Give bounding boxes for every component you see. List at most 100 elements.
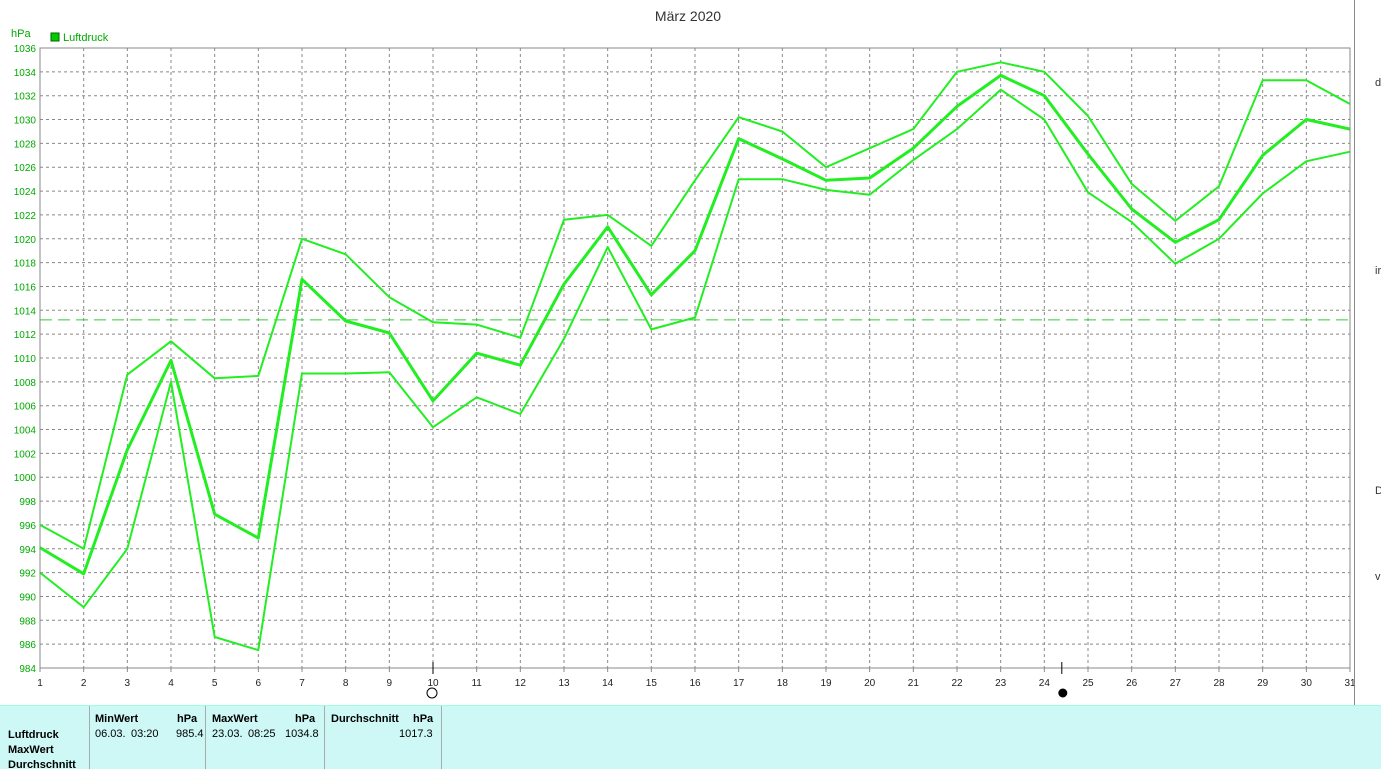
edge-letter: ir: [1375, 265, 1381, 277]
x-tick-label: 12: [515, 678, 527, 689]
max-time: 08:25: [248, 728, 276, 740]
x-tick-label: 22: [951, 678, 963, 689]
edge-letter: vi: [1375, 571, 1381, 583]
x-tick-label: 8: [343, 678, 349, 689]
y-tick-label: 1012: [14, 330, 37, 341]
x-tick-label: 31: [1344, 678, 1356, 689]
new-moon-icon: [1058, 688, 1068, 698]
y-tick-label: 1016: [14, 282, 37, 293]
x-tick-label: 13: [558, 678, 570, 689]
legend-swatch: [50, 32, 60, 42]
y-axis-unit: hPa: [11, 28, 31, 40]
x-tick-label: 27: [1170, 678, 1182, 689]
grid: [39, 47, 1351, 669]
max-value: 1034.8: [285, 728, 319, 740]
legend-label: Luftdruck: [63, 32, 109, 44]
x-tick-label: 21: [908, 678, 920, 689]
y-tick-label: 1024: [14, 187, 37, 198]
chart-title: März 2020: [655, 8, 721, 24]
x-tick-label: 28: [1213, 678, 1225, 689]
y-tick-label: 1010: [14, 354, 37, 365]
x-tick-label: 19: [820, 678, 832, 689]
max-header: MaxWert: [212, 713, 258, 725]
edge-letter: d: [1375, 77, 1381, 89]
min-column: MinWert hPa 06.03. 03:20 985.4: [89, 706, 206, 769]
y-tick-label: 1020: [14, 235, 37, 246]
y-tick-label: 1028: [14, 139, 37, 150]
y-tick-label: 1014: [14, 306, 37, 317]
y-tick-label: 994: [19, 545, 36, 556]
y-tick-label: 1022: [14, 211, 37, 222]
y-tick-label: 1018: [14, 259, 37, 270]
x-tick-labels: 1 2 3 4 5 6 7 8 9 10 11 12 13 14 15 16 17 18 19 20 21 22 23 24 2…: [37, 668, 1356, 689]
y-tick-label: 990: [19, 592, 36, 603]
series-line-mean: [39, 73, 1351, 576]
min-time: 03:20: [131, 728, 159, 740]
x-tick-label: 1: [37, 678, 43, 689]
min-unit: hPa: [177, 713, 198, 725]
x-tick-label: 3: [125, 678, 131, 689]
x-tick-label: 20: [864, 678, 876, 689]
x-tick-label: 5: [212, 678, 218, 689]
x-tick-label: 26: [1126, 678, 1138, 689]
row-label: MaxWert: [8, 744, 54, 756]
y-tick-label: 992: [19, 569, 36, 580]
x-tick-label: 9: [387, 678, 393, 689]
stats-row-labels: Luftdruck MaxWert Durchschnitt: [8, 728, 76, 773]
max-unit: hPa: [295, 713, 316, 725]
full-moon-icon: [426, 687, 438, 699]
y-tick-label: 1030: [14, 116, 37, 127]
x-tick-label: 17: [733, 678, 745, 689]
x-tick-label: 30: [1301, 678, 1313, 689]
x-tick-label: 14: [602, 678, 614, 689]
moon-phase-markers: [426, 662, 1068, 699]
edge-letter: D: [1375, 485, 1381, 497]
plot-frame: [39, 47, 1351, 669]
y-tick-label: 988: [19, 616, 36, 627]
series-line-min: [39, 88, 1351, 652]
pressure-chart: März 2020 hPa Luftdruck 9849869889909929…: [11, 8, 1356, 699]
avg-header: Durchschnitt: [331, 713, 399, 725]
avg-column: Durchschnitt hPa 1017.3: [324, 706, 442, 769]
y-tick-label: 1032: [14, 92, 37, 103]
y-tick-label: 996: [19, 521, 36, 532]
max-date: 23.03.: [212, 728, 243, 740]
x-tick-label: 7: [299, 678, 305, 689]
x-tick-label: 10: [427, 678, 439, 689]
y-tick-label: 1006: [14, 402, 37, 413]
stats-panel: Luftdruck MaxWert Durchschnitt MinWert h…: [0, 705, 1381, 771]
y-tick-label: 986: [19, 640, 36, 651]
x-tick-label: 2: [81, 678, 87, 689]
series-line-max: [39, 61, 1351, 550]
x-tick-label: 18: [777, 678, 789, 689]
max-column: MaxWert hPa 23.03. 08:25 1034.8: [205, 706, 325, 769]
avg-value: 1017.3: [399, 728, 433, 740]
row-label: Durchschnitt: [8, 759, 76, 771]
x-tick-label: 4: [168, 678, 174, 689]
y-tick-labels: 984 986 988 990 992 994 996 998 1000 1002 1004 1006…: [14, 44, 37, 675]
y-tick-label: 984: [19, 664, 36, 675]
min-header: MinWert: [95, 713, 139, 725]
y-tick-label: 1000: [14, 473, 37, 484]
row-label: Luftdruck: [8, 729, 59, 741]
min-date: 06.03.: [95, 728, 126, 740]
x-tick-label: 29: [1257, 678, 1269, 689]
y-tick-label: 1036: [14, 44, 37, 55]
y-tick-label: 1034: [14, 68, 37, 79]
x-tick-label: 25: [1082, 678, 1094, 689]
series-lines: [39, 61, 1351, 652]
y-tick-label: 1008: [14, 378, 37, 389]
y-tick-label: 1002: [14, 449, 37, 460]
y-tick-label: 1004: [14, 426, 37, 437]
avg-unit: hPa: [413, 713, 434, 725]
x-tick-label: 15: [646, 678, 658, 689]
x-tick-label: 23: [995, 678, 1007, 689]
y-tick-label: 998: [19, 497, 36, 508]
right-edge-panel: d ir D vi: [1354, 0, 1381, 705]
x-tick-label: 24: [1039, 678, 1051, 689]
x-tick-label: 11: [471, 678, 482, 689]
y-tick-label: 1026: [14, 163, 37, 174]
min-value: 985.4: [176, 728, 204, 740]
x-tick-label: 6: [256, 678, 262, 689]
x-tick-label: 16: [689, 678, 701, 689]
